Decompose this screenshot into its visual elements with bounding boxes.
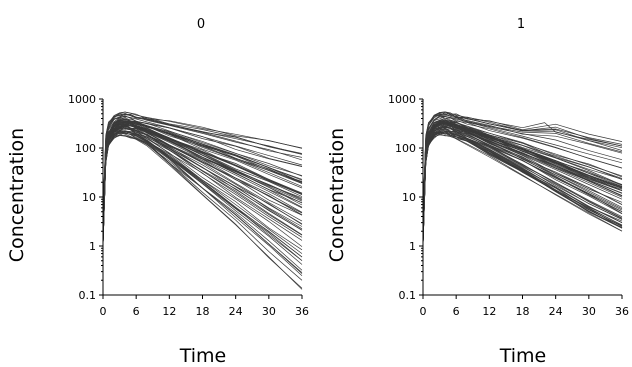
series-line-0: [102, 111, 303, 212]
curve-fill: [102, 123, 303, 238]
series-line-2: [422, 119, 623, 232]
curve-fill: [102, 113, 303, 217]
x-tick-label: 24: [229, 305, 243, 318]
series-line-7: [422, 134, 623, 247]
series-line-1: [102, 116, 303, 223]
series-line-1: [422, 116, 623, 223]
x-tick-label: 12: [162, 305, 176, 318]
series-line-7: [102, 135, 303, 290]
y-tick-label: 1000: [388, 93, 416, 106]
x-tick-label: 18: [196, 305, 210, 318]
panel-title: 1: [517, 17, 525, 32]
y-tick-label: 1: [409, 240, 416, 253]
curve-fill: [422, 125, 623, 241]
series-line-2: [102, 119, 303, 232]
y-tick-label: 10: [402, 191, 416, 204]
curve-band: [102, 111, 303, 289]
curve-fill: [102, 115, 303, 224]
x-tick-label: 36: [615, 305, 629, 318]
x-tick-label: 30: [262, 305, 276, 318]
x-tick-label: 24: [549, 305, 563, 318]
curve-fill: [422, 114, 623, 218]
series-line-3: [422, 121, 623, 232]
x-tick-label: 12: [482, 305, 496, 318]
curve-fill: [422, 123, 623, 239]
curve-fill: [422, 133, 623, 247]
x-tick-label: 18: [516, 305, 530, 318]
plot-area: 0.1 1 10 100 1000 0 6 12 18 24 30 36: [388, 93, 629, 318]
series-line-4: [102, 123, 303, 238]
y-tick-label: 10: [82, 191, 96, 204]
x-tick-label: 0: [420, 305, 427, 318]
series-line-4: [422, 123, 623, 238]
y-axis-label: Concentration: [326, 128, 348, 262]
x-tick-label: 36: [295, 305, 309, 318]
y-tick-label: 100: [395, 142, 416, 155]
curve-fill: [102, 127, 303, 244]
curve-fill: [102, 134, 303, 289]
panel-0: 0 Concentration Time 0.1 1 10 100 1000 0 6 12 18…: [6, 17, 309, 367]
plot-area: 0.1 1 10 100 1000 0 6 12 18 24 30 36: [68, 93, 309, 318]
series-line-6: [102, 130, 303, 254]
series-line-3: [102, 121, 303, 232]
curve-fill: [102, 122, 303, 237]
curve-fill: [422, 116, 623, 226]
series-line-6: [422, 130, 623, 247]
x-tick-label: 6: [133, 305, 140, 318]
curve-fill: [422, 128, 623, 246]
panel-1: 1 Concentration Time 0.1 1 10 100 1000 0 6 12 18…: [326, 17, 629, 367]
curve-fill: [422, 117, 623, 232]
curve-fill: [102, 124, 303, 239]
series-line-5: [102, 126, 303, 243]
y-axis-label: Concentration: [6, 128, 28, 262]
y-tick-label: 1000: [68, 93, 96, 106]
curve-fill: [102, 111, 303, 212]
panel-title: 0: [197, 17, 205, 32]
x-axis-label: Time: [179, 345, 227, 367]
x-tick-label: 30: [582, 305, 596, 318]
curve-fill: [422, 129, 623, 246]
curve-fill: [422, 125, 623, 244]
curve-band: [422, 111, 623, 248]
curve-fill: [422, 116, 623, 227]
y-tick-label: 100: [75, 142, 96, 155]
series-line-0: [422, 111, 623, 212]
series-line-5: [422, 126, 623, 243]
x-tick-label: 6: [453, 305, 460, 318]
x-axis-label: Time: [499, 345, 547, 367]
x-tick-label: 0: [100, 305, 107, 318]
y-tick-label: 1: [89, 240, 96, 253]
y-tick-label: 0.1: [399, 289, 417, 302]
curve-fill: [102, 122, 303, 237]
y-tick-label: 0.1: [79, 289, 97, 302]
